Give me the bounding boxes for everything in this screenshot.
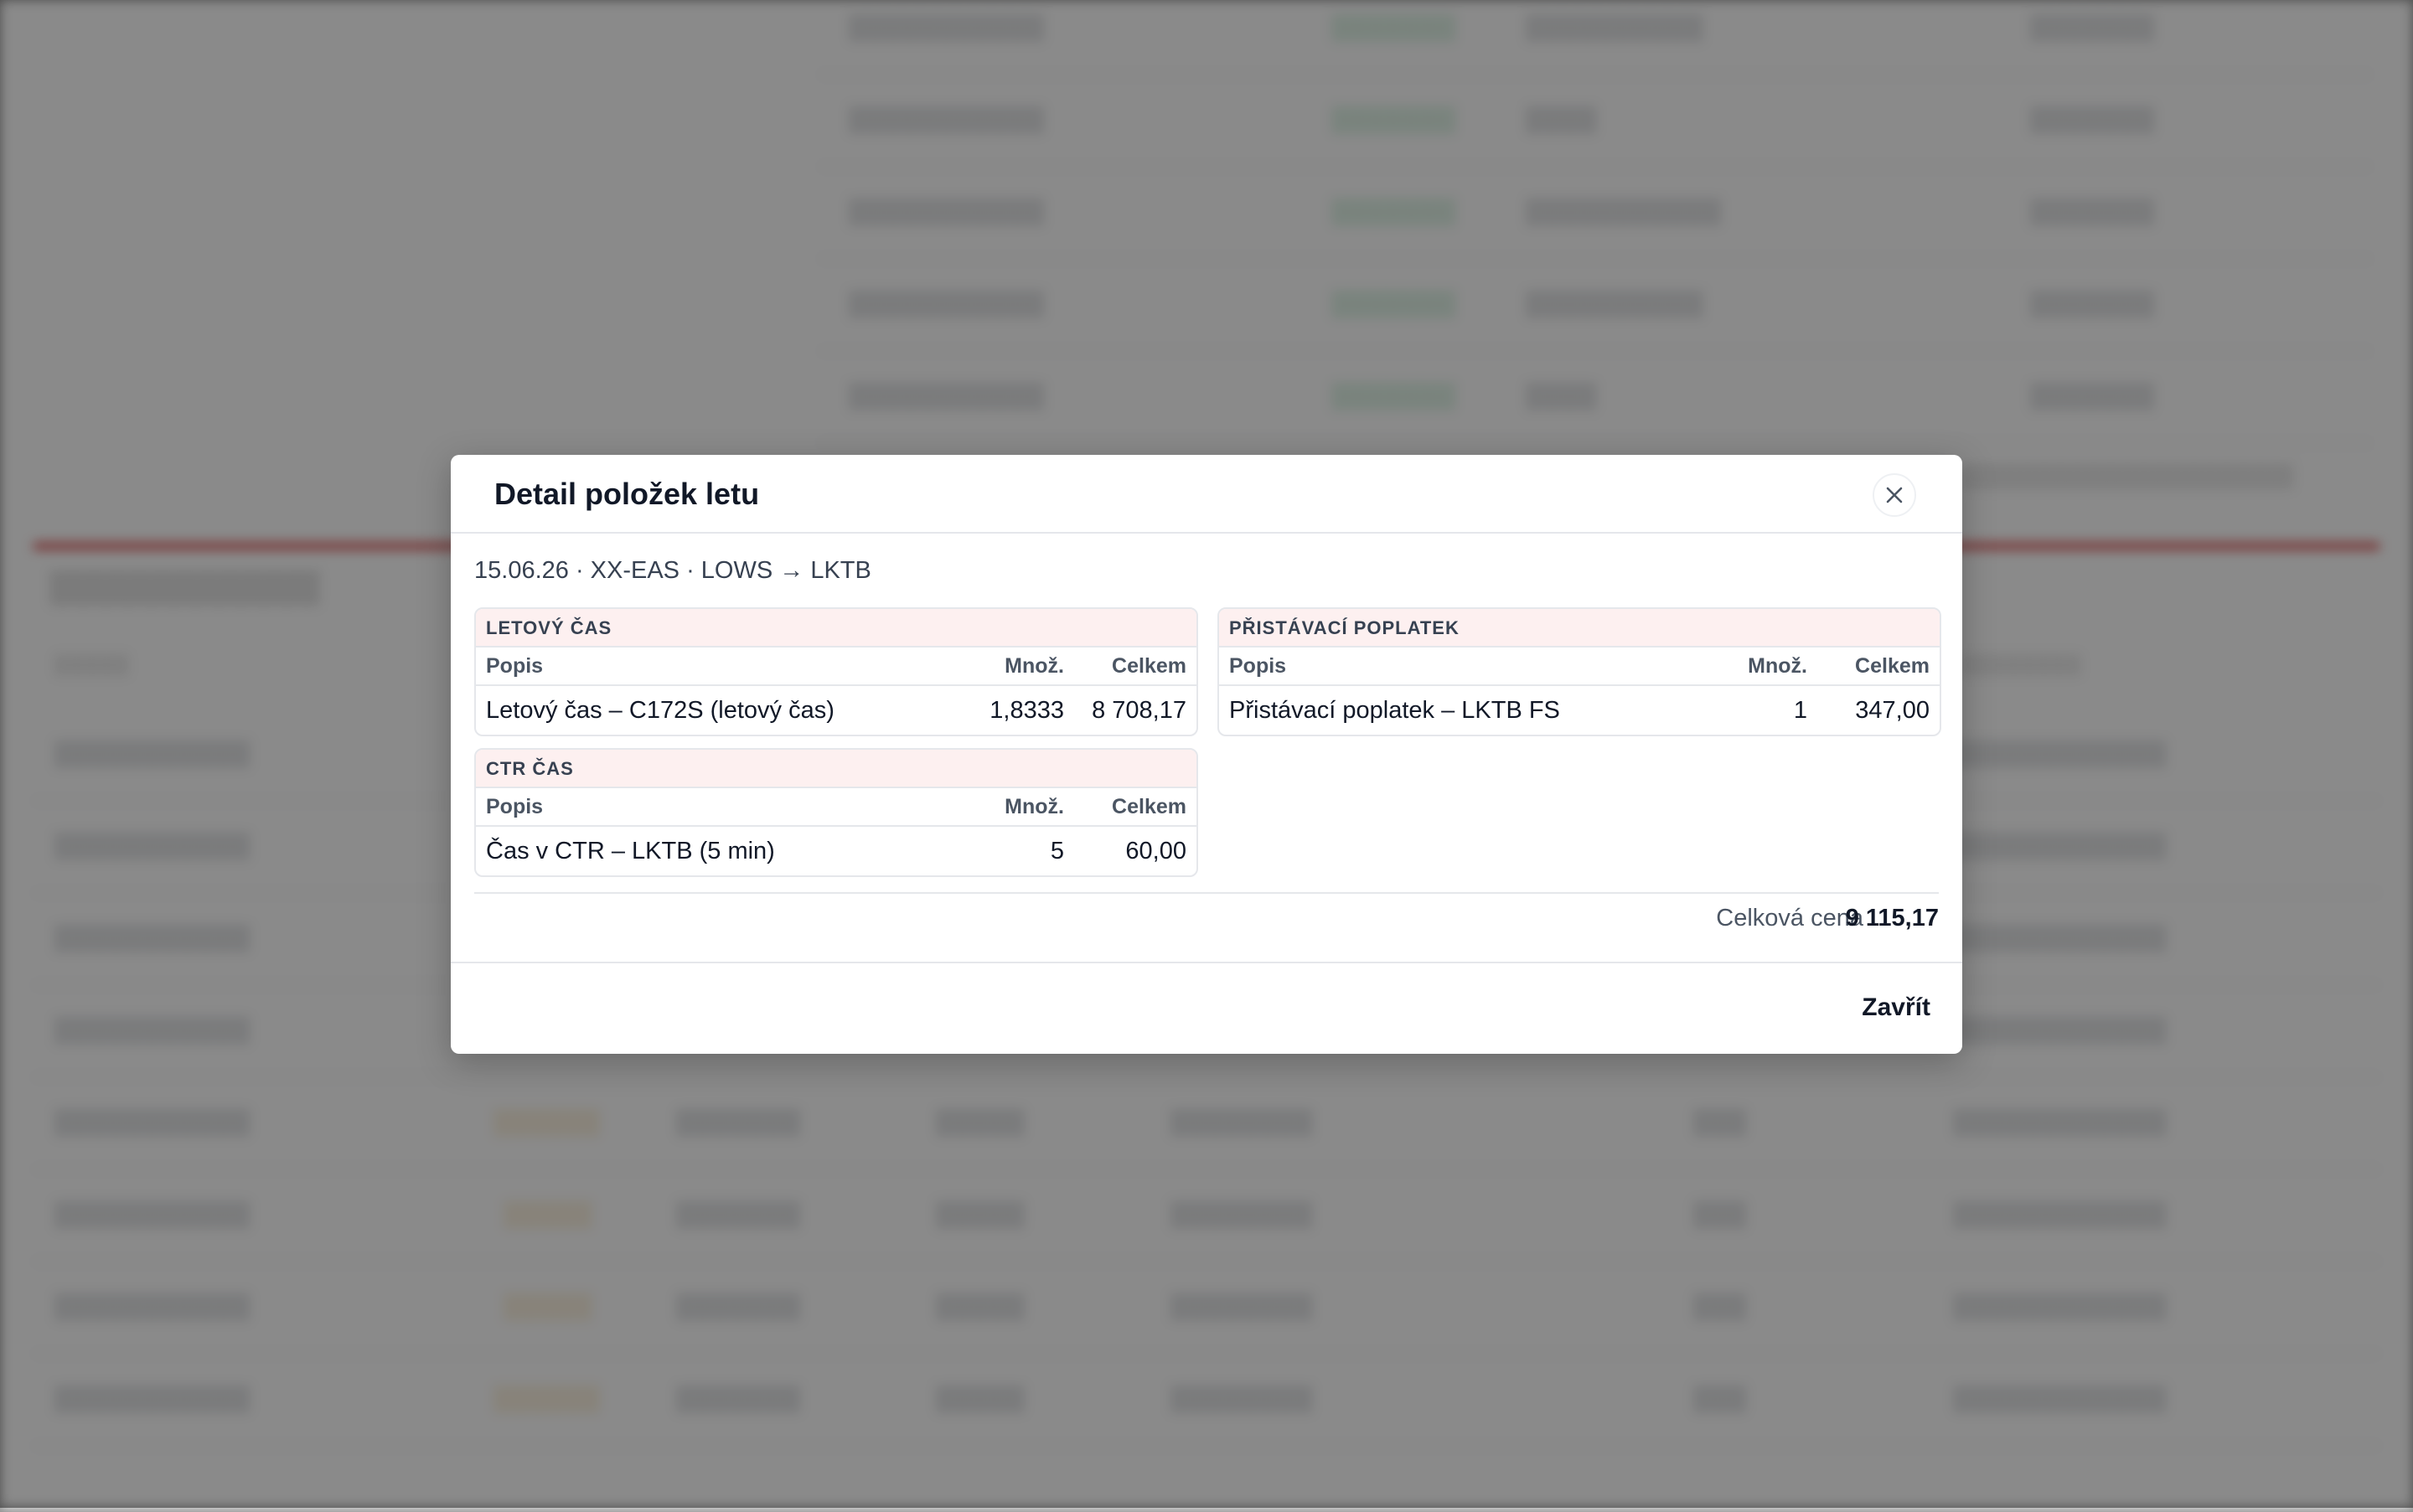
item-description: Letový čas – C172S (letový čas) [486, 697, 834, 724]
total-price-value: 9 115,17 [1845, 905, 1939, 931]
background-row: ░░░░░░░░░░░ ░░░░░░░ ░░░░░░░░░░ ░░░░░░░ [819, 258, 2371, 352]
section-heading: CTR ČAS [476, 750, 1196, 788]
table-row: Letový čas – C172S (letový čas) 1,8333 8… [476, 686, 1196, 735]
dialog-header: Detail položek letu [451, 455, 1962, 534]
section-ctr-time: CTR ČAS Popis Množ. Celkem Čas v CTR – L… [474, 748, 1198, 877]
section-heading: LETOVÝ ČAS [476, 609, 1196, 648]
table-row: Přistávací poplatek – LKTB FS 1 347,00 [1219, 686, 1940, 735]
background-row: ░░░░░░░░░░░ ░░░░░░░ ░░░░ ░░░░░░░ [819, 350, 2371, 444]
background-flights-table: ░░░░░░░░░░░ ░░░░░░░░░░░░ ░░░░░░░░░░░ ░░░░░… [34, 708, 2379, 1512]
item-quantity: 5 [1050, 838, 1064, 864]
close-icon [1886, 487, 1903, 503]
section-landing-fee: PŘISTÁVACÍ POPLATEK Popis Množ. Celkem P… [1217, 607, 1941, 736]
item-quantity: 1,8333 [989, 697, 1064, 724]
dialog-title: Detail položek letu [494, 477, 760, 511]
section-flight-time: LETOVÝ ČAS Popis Množ. Celkem Letový čas… [474, 607, 1198, 736]
item-description: Čas v CTR – LKTB (5 min) [486, 838, 775, 864]
total-price-label: Celková cena [1716, 905, 1863, 931]
dialog-footer: Zavřít [451, 962, 1962, 1054]
table-row: Čas v CTR – LKTB (5 min) 5 60,00 [476, 827, 1196, 875]
item-quantity: 1 [1793, 697, 1807, 724]
item-description: Přistávací poplatek – LKTB FS [1229, 697, 1560, 724]
item-total: 60,00 [1125, 838, 1186, 864]
column-quantity: Množ. [1005, 795, 1064, 818]
background-section-title: ░░░░░░░░░░░░ [49, 570, 320, 605]
section-heading: PŘISTÁVACÍ POPLATEK [1219, 609, 1940, 648]
column-total: Celkem [1855, 654, 1930, 678]
column-header-row: Popis Množ. Celkem [476, 788, 1196, 827]
background-row: ░░░░░░░░░░░ ░░░░░░░ ░░░░░░░░░░░ ░░░░░░░ [819, 166, 2371, 260]
column-description: Popis [486, 654, 544, 678]
background-row: ░░░░░░░░░░░ ░░░░░░░ ░░░░░░░░░░ ░░░░░░░ [819, 0, 2371, 75]
column-total: Celkem [1112, 795, 1186, 818]
column-description: Popis [486, 795, 544, 818]
background-table-header: ░░░░░ ░░░░░░░░ [54, 653, 2082, 676]
flight-summary: 15.06.26 · XX-EAS · LOWS → LKTB [474, 557, 871, 584]
background-row: ░░░░░░░░░░░ ░░░░░░░ ░░░░ ░░░░░░░ [819, 74, 2371, 168]
column-quantity: Množ. [1005, 654, 1064, 678]
background-pager: ░░░░░░░░░░░░░░░░░░░░ [1961, 462, 2293, 488]
column-header-row: Popis Množ. Celkem [476, 648, 1196, 686]
total-divider [474, 892, 1939, 894]
column-header-row: Popis Množ. Celkem [1219, 648, 1940, 686]
column-total: Celkem [1112, 654, 1186, 678]
flight-items-detail-dialog: Detail položek letu 15.06.26 · XX-EAS · … [451, 455, 1962, 1054]
close-dialog-button[interactable]: Zavřít [1857, 990, 1935, 1025]
close-button[interactable] [1873, 473, 1916, 517]
background-payments-card: ░░░░░░░░░░░ ░░░░░░░ ░░░░░░░░░░ ░░░░░░░ ░… [819, 0, 2371, 519]
column-quantity: Množ. [1748, 654, 1807, 678]
column-description: Popis [1229, 654, 1287, 678]
item-total: 347,00 [1855, 697, 1930, 724]
item-total: 8 708,17 [1092, 697, 1186, 724]
